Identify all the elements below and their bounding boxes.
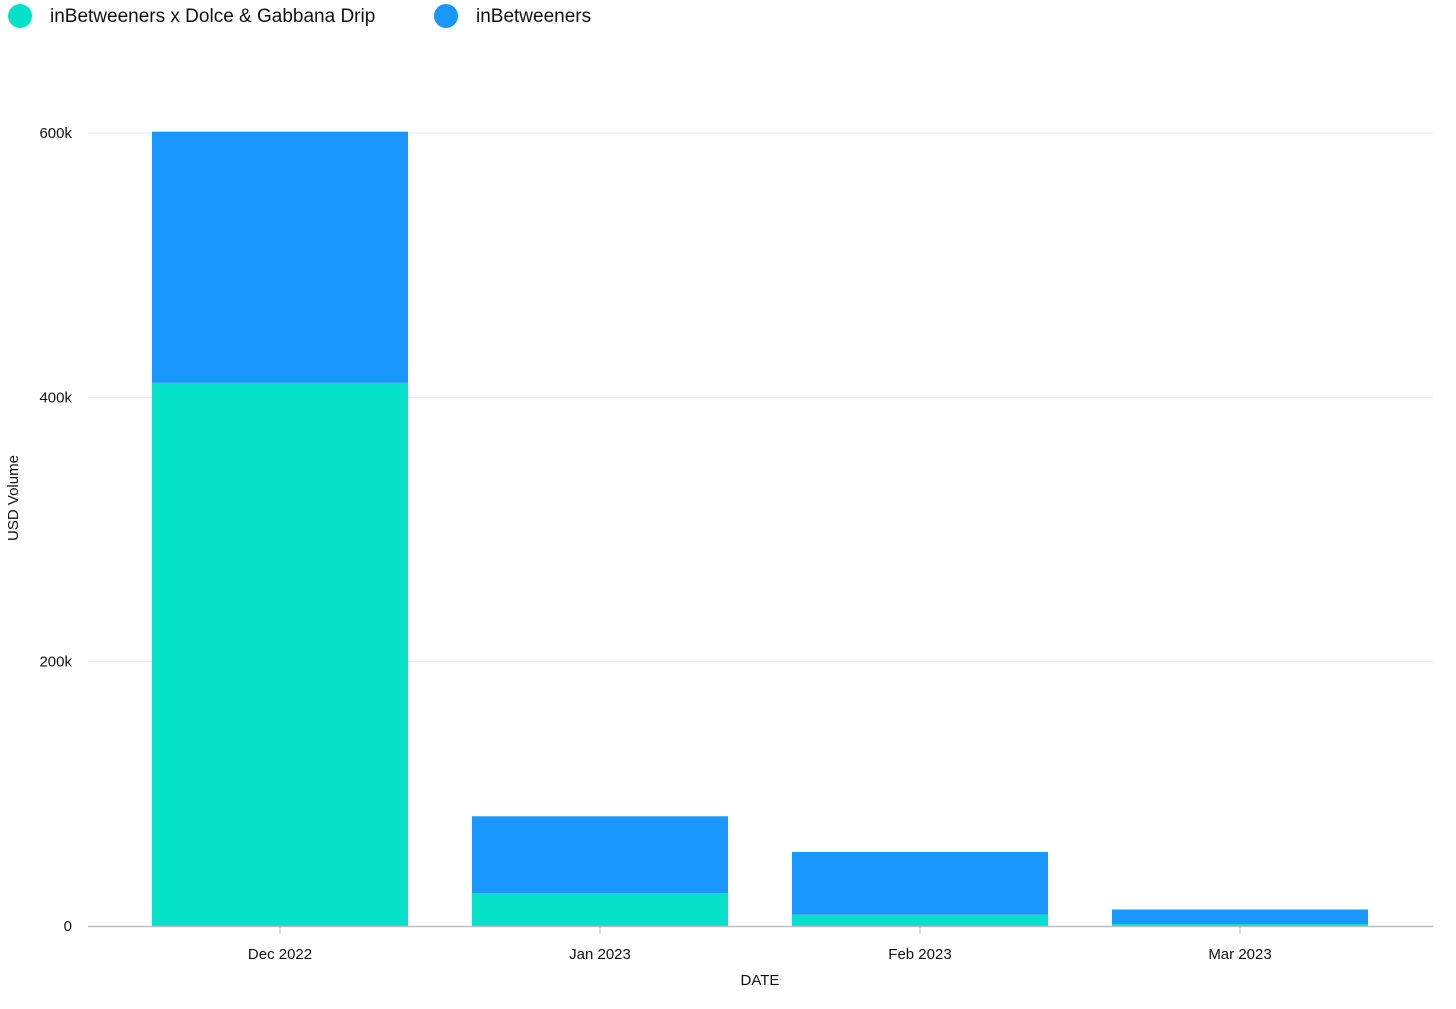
bar-mar-2023-inbetweeners bbox=[1112, 909, 1368, 925]
bars bbox=[152, 131, 1368, 926]
bar-dec-2022-inbetweeners bbox=[152, 131, 408, 383]
bar-feb-2023-inbetweeners-x-dolce-gabbana-drip bbox=[792, 914, 1048, 926]
x-tick-label-dec-2022: Dec 2022 bbox=[248, 946, 312, 963]
legend-swatch-inbetweeners-x-dolce-gabbana-drip bbox=[8, 4, 32, 28]
legend-label-inbetweeners: inBetweeners bbox=[476, 6, 591, 27]
y-tick-label-200000: 200k bbox=[39, 654, 72, 671]
x-tick-label-feb-2023: Feb 2023 bbox=[888, 946, 951, 963]
legend-swatch-inbetweeners bbox=[434, 4, 458, 28]
y-axis-title: USD Volume bbox=[5, 455, 22, 541]
x-axis-title: DATE bbox=[741, 972, 780, 989]
bar-jan-2023-inbetweeners-x-dolce-gabbana-drip bbox=[472, 892, 728, 926]
x-axis-ticks: Dec 2022 Jan 2023 Feb 2023 Mar 2023 bbox=[248, 926, 1272, 963]
y-tick-label-600000: 600k bbox=[39, 125, 72, 142]
y-tick-label-0: 0 bbox=[64, 918, 72, 935]
y-tick-label-400000: 400k bbox=[39, 389, 72, 406]
bar-jan-2023-inbetweeners bbox=[472, 816, 728, 893]
bar-mar-2023-inbetweeners-x-dolce-gabbana-drip bbox=[1112, 924, 1368, 926]
bar-feb-2023-inbetweeners bbox=[792, 851, 1048, 915]
x-tick-label-mar-2023: Mar 2023 bbox=[1208, 946, 1271, 963]
legend: inBetweeners x Dolce & Gabbana Drip inBet… bbox=[8, 4, 591, 28]
y-axis-ticks: 0 200k 400k 600k bbox=[39, 125, 72, 935]
x-tick-label-jan-2023: Jan 2023 bbox=[569, 946, 631, 963]
bar-dec-2022-inbetweeners-x-dolce-gabbana-drip bbox=[152, 382, 408, 926]
legend-label-inbetweeners-x-dolce-gabbana-drip: inBetweeners x Dolce & Gabbana Drip bbox=[50, 6, 375, 27]
